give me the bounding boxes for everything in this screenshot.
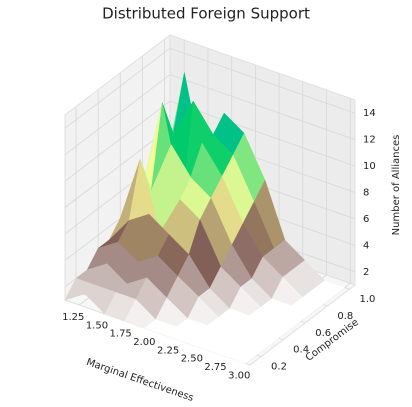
z-axis-label: Number of Alliances: [391, 135, 402, 236]
z-tick-label: 10: [363, 161, 376, 172]
y-axis-label: Compromise: [304, 317, 361, 364]
z-tick-label: 14: [363, 108, 376, 119]
x-tick-label: 2.50: [181, 354, 203, 365]
chart-title: Distributed Foreign Support: [102, 5, 310, 23]
y-tick-label: 0.6: [315, 328, 331, 339]
grid-line: [64, 47, 171, 129]
x-tick-label: 1.25: [62, 312, 84, 323]
x-tick-label: 2.25: [157, 345, 179, 356]
grid-line: [64, 100, 171, 182]
y-tick-label: 0.2: [271, 362, 287, 373]
x-tick-label: 3.00: [228, 370, 250, 381]
y-tick-label: 1.0: [359, 294, 375, 305]
surface-patch: [224, 347, 257, 364]
grid-line: [169, 47, 356, 114]
y-tick-label: 0.4: [293, 345, 309, 356]
z-tick-label: 4: [363, 240, 369, 251]
x-axis-label: Marginal Effectiveness: [85, 357, 195, 403]
z-tick-label: 6: [363, 214, 369, 225]
x-tick-label: 1.75: [110, 329, 132, 340]
z-tick-label: 8: [363, 188, 369, 199]
y-tick-label: 0.8: [337, 311, 353, 322]
grid-line: [64, 74, 171, 155]
grid-line: [169, 74, 356, 141]
grid-line: [64, 127, 171, 208]
z-tick-label: 2: [363, 267, 369, 278]
grid-line: [169, 100, 356, 167]
x-tick-label: 1.50: [86, 320, 108, 331]
x-tick-label: 2.75: [204, 362, 226, 373]
z-tick-label: 12: [363, 135, 376, 146]
x-tick-label: 2.00: [133, 337, 155, 348]
